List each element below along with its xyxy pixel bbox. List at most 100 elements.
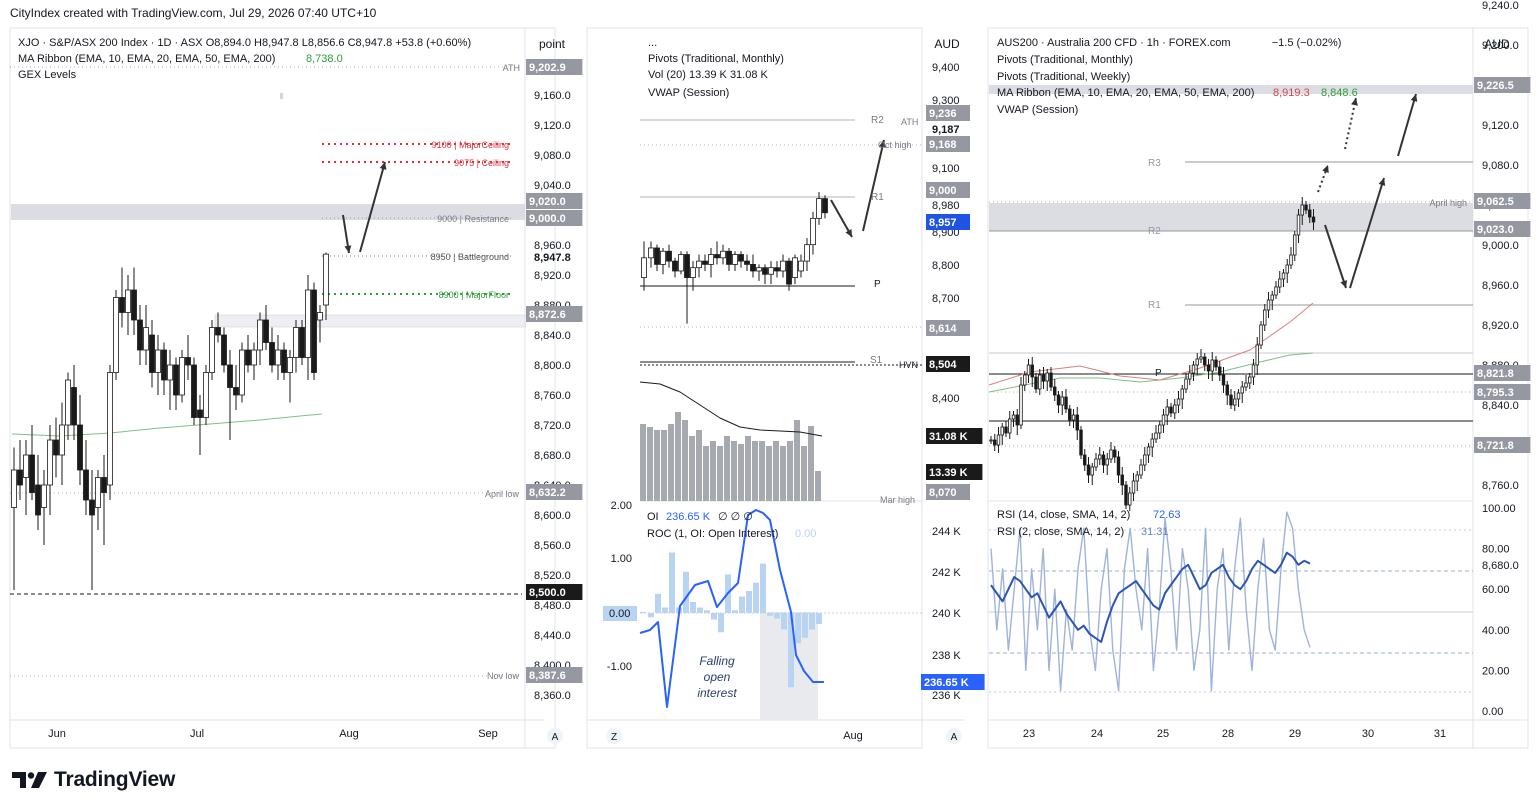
- forecast-arrow-up: [359, 161, 386, 253]
- auto-scale-label: A: [951, 732, 958, 743]
- left-candle: [35, 484, 41, 516]
- forecast-arrow-up: [1349, 177, 1385, 289]
- right-candle: [1176, 398, 1181, 406]
- right-candle: [989, 439, 993, 442]
- middle-candle: [810, 217, 816, 246]
- left-y-tick: 8,600.0: [534, 510, 571, 522]
- right-price-badge-bg: [1474, 193, 1531, 209]
- left-candle: [47, 439, 53, 486]
- left-candle: [263, 319, 269, 343]
- middle-candle: [822, 198, 828, 214]
- right-candle: [1233, 398, 1237, 406]
- panel-frame: [586, 27, 923, 749]
- roc-bar: [781, 613, 787, 630]
- rsi2-value: 31.31: [1141, 526, 1169, 538]
- left-y-tick: 8,520.0: [534, 570, 571, 582]
- middle-price-badge-bg: [926, 136, 970, 152]
- roc-bar: [746, 591, 752, 613]
- middle-menu: ...: [648, 37, 657, 49]
- left-candle: [89, 499, 95, 516]
- auto-scale-button: [946, 728, 962, 744]
- right-candle: [1071, 414, 1076, 421]
- middle-candle: [774, 267, 780, 272]
- left-candle: [305, 289, 311, 358]
- left-candle: [41, 484, 47, 508]
- right-candle: [1259, 324, 1263, 346]
- tradingview-footer[interactable]: TradingView: [12, 765, 175, 795]
- left-ma-value: 8,738.0: [306, 53, 343, 65]
- forecast-arrow-up-head: [1410, 94, 1418, 102]
- middle-axis-unit: AUD: [934, 37, 960, 51]
- r1-label: R1: [1148, 300, 1161, 311]
- roc-zero-badge-bg: [603, 606, 637, 621]
- left-price-badge-bg: [526, 484, 583, 500]
- right-candle: [1008, 418, 1012, 434]
- p-label: P: [874, 279, 881, 290]
- right-candle: [1285, 264, 1289, 274]
- left-candle: [209, 327, 215, 373]
- right-ma-label: MA Ribbon (EMA, 10, EMA, 20, EMA, 50, EM…: [997, 87, 1254, 99]
- forecast-arrow-up-head: [878, 140, 886, 148]
- middle-price-badge: 13.39 K: [929, 467, 968, 479]
- chart-attribution: CityIndex created with TradingView.com, …: [10, 6, 377, 20]
- volume-bar: [710, 441, 716, 501]
- left-x-label: Jun: [48, 728, 66, 740]
- major-floor-label: 8900 | MajorFloor: [439, 290, 509, 300]
- right-price-badge-bg: [1474, 365, 1531, 381]
- left-candle: [161, 349, 167, 381]
- left-y-tick: 8,480.0: [534, 600, 571, 612]
- right-y-tick: 8,960.0: [1482, 280, 1519, 292]
- rsi-y-tick: 0.00: [1482, 706, 1503, 718]
- r3-label: R3: [1148, 158, 1161, 169]
- left-axis-unit: point: [539, 37, 566, 51]
- right-candle: [993, 439, 997, 446]
- left-candle: [191, 364, 197, 418]
- oi-badge-bg: [921, 674, 985, 690]
- volume-bar: [815, 471, 821, 501]
- left-candle: [119, 297, 125, 313]
- middle-candle: [666, 250, 672, 262]
- right-candle: [1041, 374, 1046, 382]
- rsi-y-tick: 80.00: [1482, 544, 1510, 556]
- middle-y-tick: 9,400: [932, 62, 960, 74]
- middle-y-tick: 8,700: [932, 293, 960, 305]
- right-candle: [1131, 480, 1136, 494]
- right-candle: [1229, 394, 1233, 406]
- right-y-tick: 8,920.0: [1482, 320, 1519, 332]
- panel-frame: [987, 27, 1529, 749]
- middle-y-tick: 9,100: [932, 163, 960, 175]
- middle-price-badge: 8,614: [929, 323, 957, 335]
- roc-bar: [704, 610, 710, 613]
- right-candle: [1083, 454, 1087, 466]
- left-price-badge-bg: [526, 210, 583, 226]
- left-price-badge-bg: [526, 667, 583, 683]
- right-candle: [1113, 449, 1117, 458]
- left-price-badge: 9,202.9: [529, 62, 566, 74]
- right-y-tick: 9,200.0: [1482, 40, 1519, 52]
- left-gex-label: GEX Levels: [18, 69, 77, 81]
- oi-y-tick: 242 K: [932, 567, 961, 579]
- roc-bar: [774, 613, 780, 619]
- left-title: XJO · S&P/ASX 200 Index · 1D · ASX O8,89…: [18, 37, 471, 49]
- right-candle: [1154, 432, 1158, 440]
- left-y-tick: 8,840.0: [534, 330, 571, 342]
- middle-candle: [738, 254, 744, 262]
- left-candle: [71, 387, 77, 426]
- middle-y-tick: 8,400: [932, 393, 960, 405]
- resistance-zone: [11, 204, 525, 220]
- roc-bar: [711, 613, 717, 620]
- left-candle: [101, 477, 107, 493]
- roc-bar: [767, 613, 773, 616]
- right-y-tick: 9,120.0: [1482, 120, 1519, 132]
- right-candle: [1248, 376, 1252, 384]
- middle-candle: [732, 254, 738, 265]
- forecast-arrow-down: [1324, 224, 1347, 289]
- roc-bar: [809, 613, 815, 630]
- right-candle: [1135, 474, 1139, 482]
- left-price-badge-bg: [526, 59, 583, 75]
- forecast-arrow-down-head: [344, 245, 352, 253]
- middle-price-badge: 9,168: [929, 139, 957, 151]
- volume-bar: [703, 446, 709, 501]
- right-candle: [1004, 426, 1008, 434]
